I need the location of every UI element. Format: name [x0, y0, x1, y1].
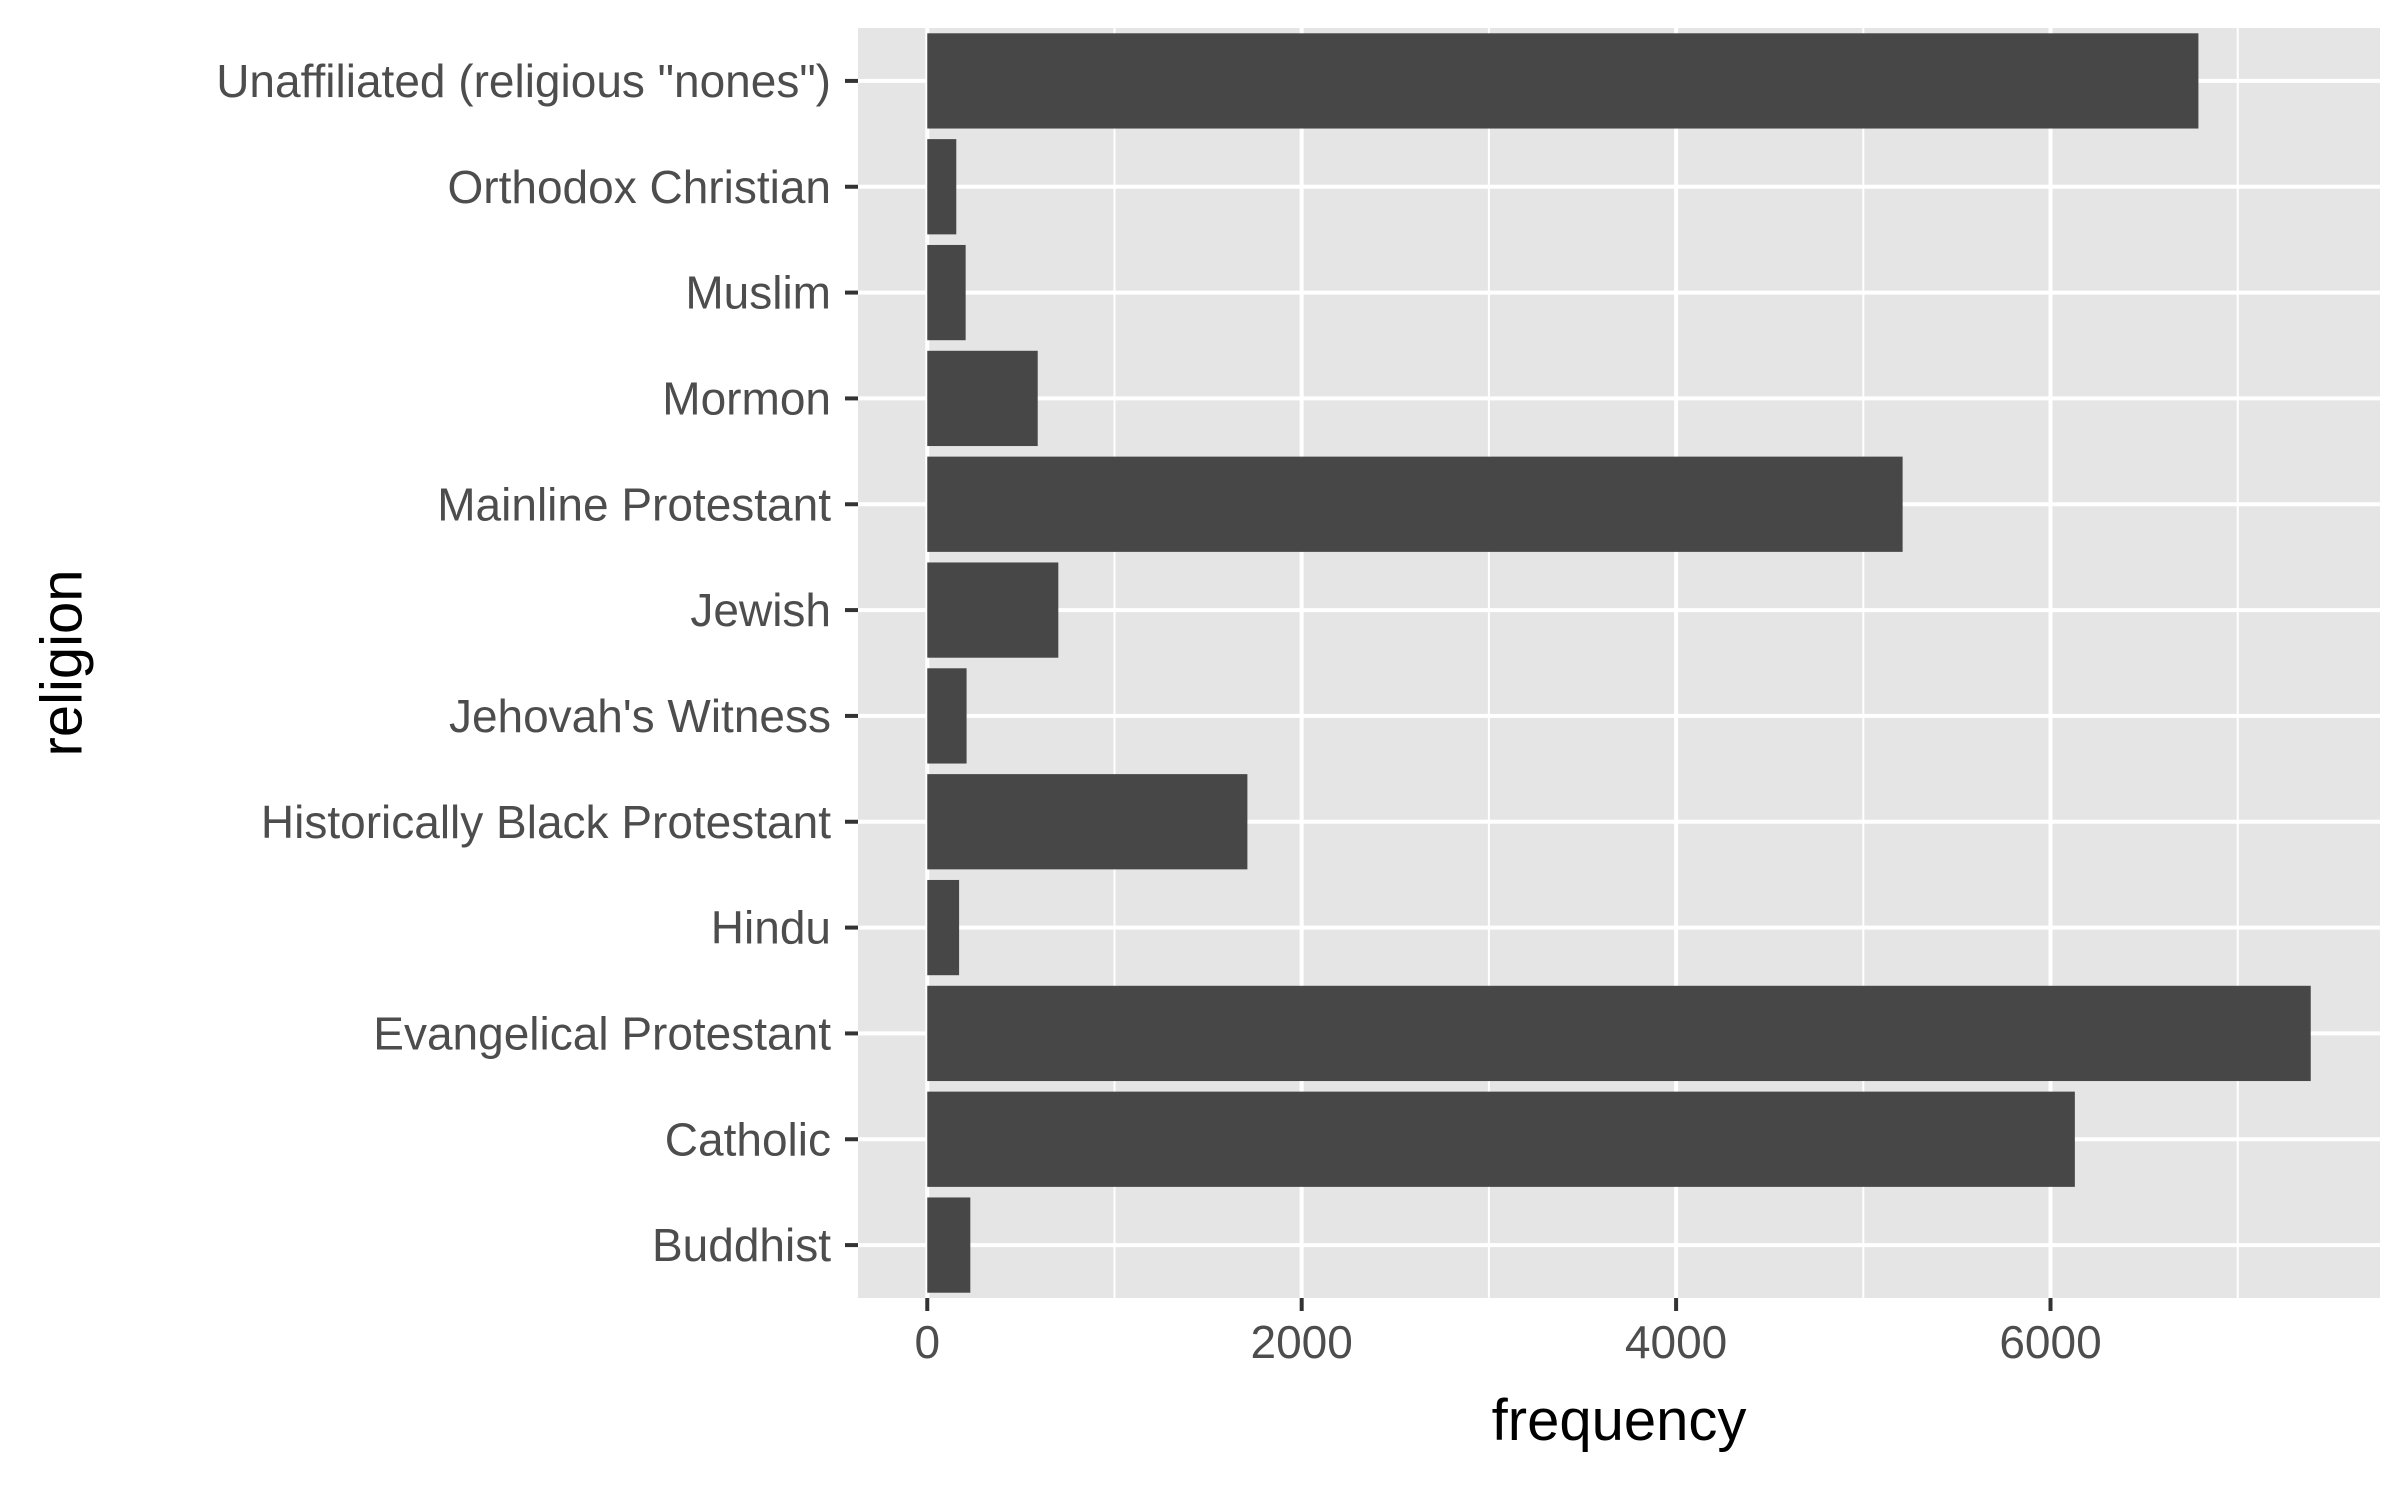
y-tick-label: Buddhist: [652, 1219, 831, 1271]
bar: [927, 668, 967, 764]
y-tick-label: Hindu: [711, 902, 831, 954]
y-tick-label: Unaffiliated (religious "nones"): [216, 55, 831, 107]
y-axis: Buddhist Catholic Evangelical Protestant Hi…: [216, 55, 858, 1271]
y-tick-label: Orthodox Christian: [448, 161, 832, 213]
y-tick-label: Historically Black Protestant: [261, 796, 831, 848]
bar: [927, 139, 957, 235]
x-axis: 0 2000 4000 6000: [914, 1298, 2102, 1368]
bar: [927, 1091, 2075, 1187]
bar: [927, 1197, 971, 1293]
bar: [927, 985, 2311, 1082]
x-tick-label: 0: [914, 1316, 940, 1368]
bar: [927, 244, 966, 341]
y-tick-label: Mormon: [662, 372, 831, 424]
bar: [927, 774, 1248, 870]
bar: [927, 456, 1903, 552]
bars: [927, 33, 2311, 1293]
x-tick-label: 6000: [1999, 1316, 2101, 1368]
plot-panel: [858, 28, 2380, 1298]
y-tick-label: Mainline Protestant: [437, 478, 831, 530]
x-tick-label: 2000: [1251, 1316, 1353, 1368]
y-tick-label: Jehovah's Witness: [449, 690, 831, 742]
bar: [927, 33, 2199, 129]
minor-gridlines: [1113, 28, 2239, 1298]
bar: [927, 350, 1038, 447]
bar: [927, 879, 960, 976]
y-tick-label: Jewish: [690, 584, 831, 636]
y-tick-label: Evangelical Protestant: [373, 1007, 831, 1059]
y-tick-label: Catholic: [665, 1113, 831, 1165]
x-axis-title: frequency: [1492, 1388, 1747, 1453]
y-axis-title: religion: [30, 570, 95, 757]
bar: [927, 562, 1059, 658]
x-tick-label: 4000: [1625, 1316, 1727, 1368]
y-tick-label: Muslim: [685, 267, 831, 319]
